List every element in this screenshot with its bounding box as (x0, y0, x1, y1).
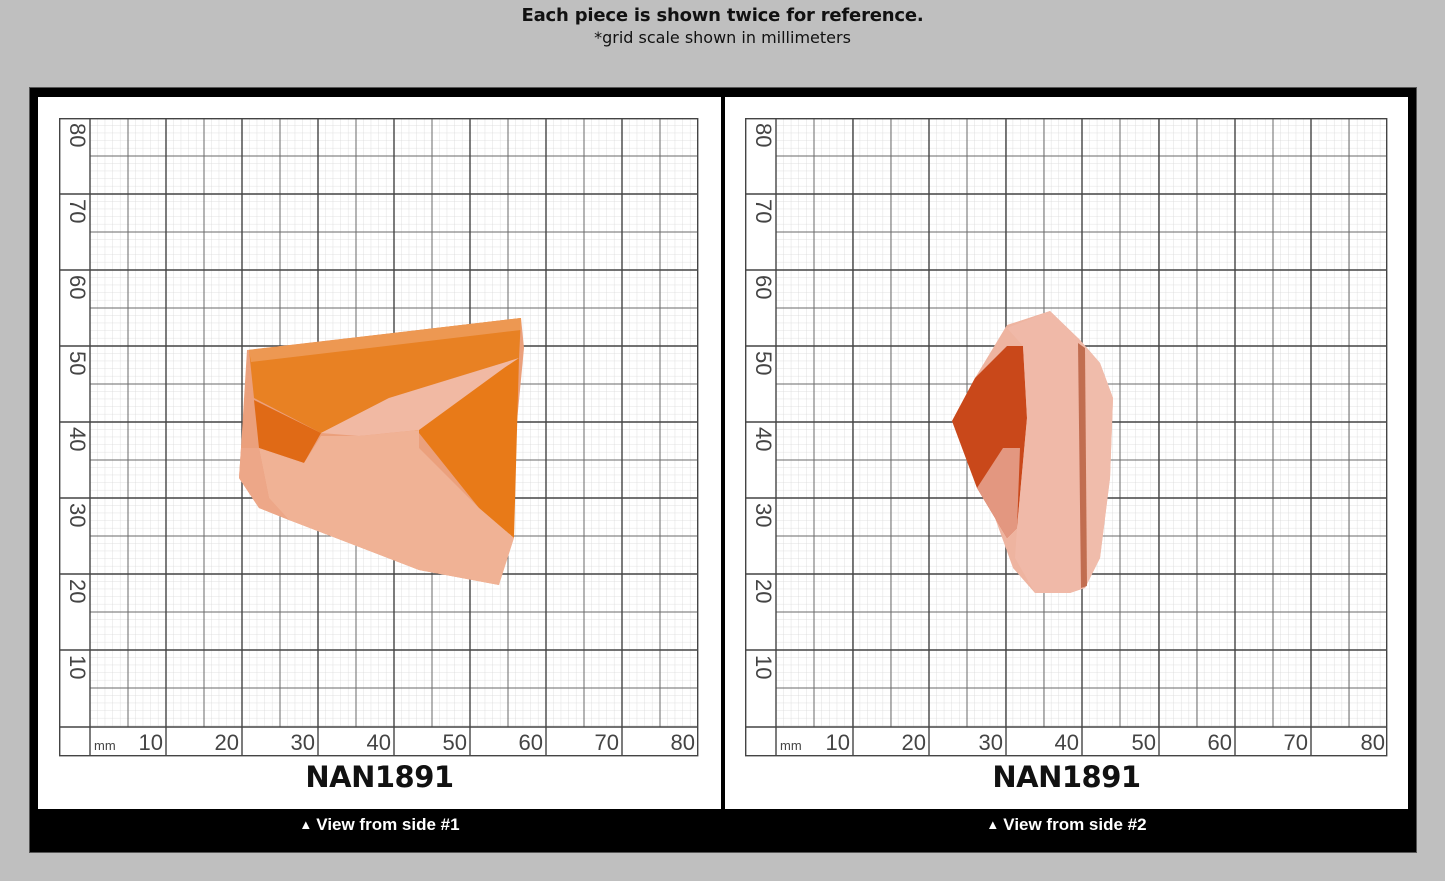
svg-text:80: 80 (751, 123, 776, 147)
svg-text:60: 60 (519, 730, 543, 755)
svg-text:20: 20 (215, 730, 239, 755)
caption-text: View from side #1 (316, 815, 460, 834)
mm-grid-side-2: 80 70 60 50 40 30 20 10 mm 10 20 30 40 5… (745, 118, 1388, 757)
svg-text:50: 50 (1132, 730, 1156, 755)
svg-text:50: 50 (443, 730, 467, 755)
svg-text:50: 50 (65, 351, 90, 375)
item-code: NAN1891 (305, 760, 454, 794)
page-header: Each piece is shown twice for reference.… (0, 4, 1445, 48)
svg-text:40: 40 (1055, 730, 1079, 755)
header-title: Each piece is shown twice for reference. (521, 5, 924, 26)
triangle-up-icon: ▲ (986, 817, 1000, 832)
svg-text:40: 40 (751, 427, 776, 451)
caption-side-1: ▲ View from side #1 (38, 815, 721, 835)
svg-text:70: 70 (595, 730, 619, 755)
triangle-up-icon: ▲ (299, 817, 313, 832)
svg-text:10: 10 (65, 655, 90, 679)
svg-text:60: 60 (65, 275, 90, 299)
svg-text:80: 80 (1361, 730, 1385, 755)
unit-label: mm (94, 738, 116, 753)
mm-grid-side-1: 80 70 60 50 40 30 20 10 mm 10 20 30 40 5… (59, 118, 699, 757)
panel-divider (721, 95, 725, 811)
svg-text:20: 20 (751, 579, 776, 603)
header-subtitle: *grid scale shown in millimeters (594, 28, 851, 47)
crystal-image-side-1 (239, 318, 524, 585)
svg-text:70: 70 (751, 199, 776, 223)
svg-text:40: 40 (65, 427, 90, 451)
svg-text:10: 10 (826, 730, 850, 755)
caption-side-2: ▲ View from side #2 (725, 815, 1408, 835)
svg-text:20: 20 (902, 730, 926, 755)
svg-text:80: 80 (671, 730, 695, 755)
svg-text:10: 10 (751, 655, 776, 679)
svg-text:60: 60 (751, 275, 776, 299)
caption-text: View from side #2 (1003, 815, 1147, 834)
panel-side-2: 80 70 60 50 40 30 20 10 mm 10 20 30 40 5… (725, 97, 1408, 809)
svg-text:30: 30 (979, 730, 1003, 755)
svg-text:mm: mm (780, 738, 802, 753)
item-code: NAN1891 (992, 760, 1141, 794)
svg-text:70: 70 (65, 199, 90, 223)
svg-text:30: 30 (291, 730, 315, 755)
y-tick: 80 (65, 123, 90, 147)
svg-text:30: 30 (65, 503, 90, 527)
svg-text:40: 40 (367, 730, 391, 755)
svg-text:20: 20 (65, 579, 90, 603)
svg-text:70: 70 (1284, 730, 1308, 755)
panel-side-1: 80 70 60 50 40 30 20 10 mm 10 20 30 40 5… (38, 97, 721, 809)
svg-text:50: 50 (751, 351, 776, 375)
svg-text:60: 60 (1208, 730, 1232, 755)
x-tick: 10 (139, 730, 163, 755)
svg-text:30: 30 (751, 503, 776, 527)
crystal-image-side-2 (952, 311, 1113, 593)
